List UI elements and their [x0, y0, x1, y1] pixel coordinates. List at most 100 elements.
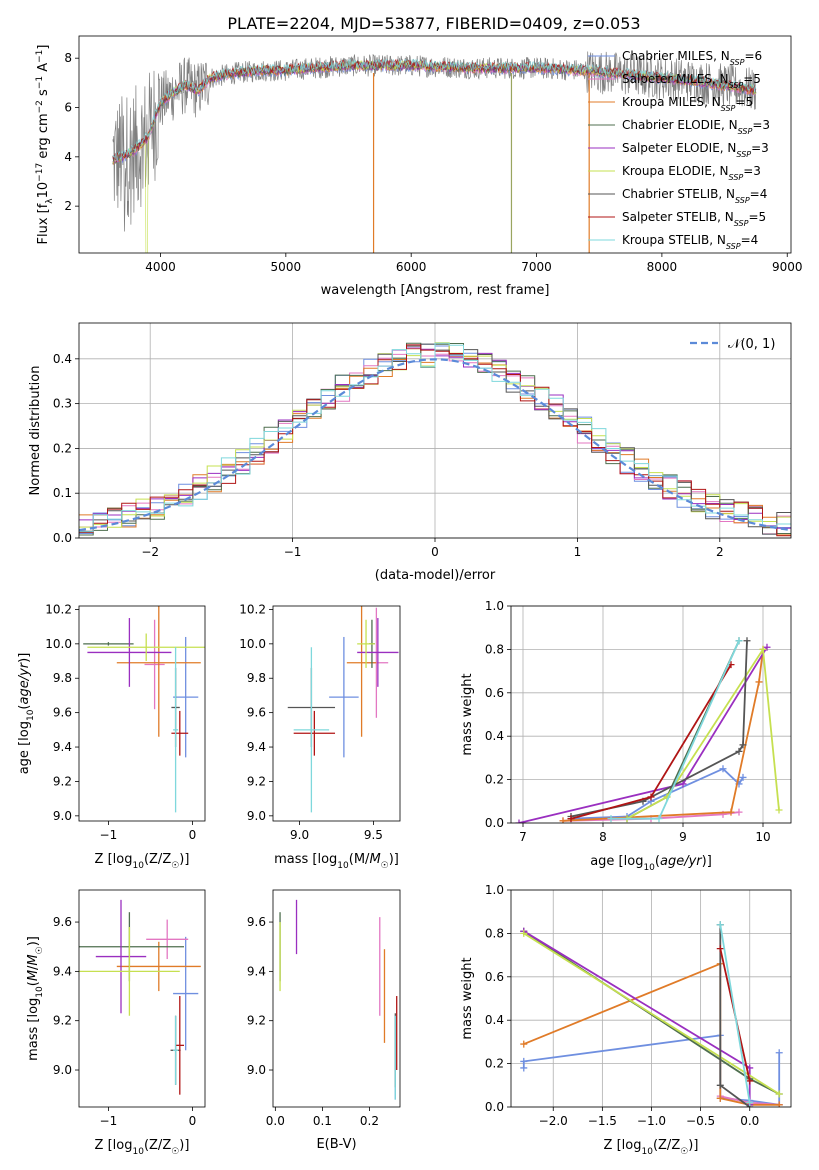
legend-entry: Salpeter STELIB, NSSP=5 — [622, 210, 766, 228]
legend-sub: SSP — [730, 58, 745, 67]
label-part: 10 — [641, 1147, 653, 1157]
label-part: 10 — [643, 863, 655, 873]
x-tick-label: −1.5 — [588, 1114, 617, 1128]
y-tick-label: 0.0 — [485, 816, 504, 830]
label-part: ] — [36, 45, 51, 50]
x-axis-label: age [log10(age/yr)] — [590, 854, 712, 873]
label-part: )] — [179, 1138, 189, 1153]
y-tick-label: 9.0 — [247, 1063, 266, 1077]
y-tick-label: 0.3 — [53, 397, 72, 411]
y-tick-label: 0.6 — [485, 686, 504, 700]
plot-area — [287, 606, 399, 813]
label-part: / — [667, 1138, 672, 1153]
legend-name: Chabrier ELODIE — [622, 118, 721, 132]
x-tick-label: 1 — [574, 545, 582, 559]
x-axis-label: (data-model)/error — [375, 568, 496, 583]
legend-nssp: 5 — [759, 210, 767, 224]
panel-age-vs-Z: −1 09.09.29.49.69.810.010.2Z [log10(Z/Z☉)… — [17, 602, 206, 871]
figure-title: PLATE=2204, MJD=53877, FIBERID=0409, z=0… — [227, 14, 640, 33]
label-part: ( — [144, 1138, 149, 1153]
y-tick-label: 9.2 — [53, 774, 72, 788]
y-tick-label: 9.2 — [247, 1014, 266, 1028]
label-part: Z — [658, 1138, 667, 1153]
legend-entry: Chabrier MILES, NSSP=6 — [622, 49, 762, 67]
model-line — [112, 58, 757, 161]
weight-marker — [520, 929, 528, 937]
label-part: mass [log — [26, 998, 41, 1061]
label-part: age/yr — [660, 854, 703, 869]
weight-marker — [716, 921, 724, 929]
label-part: 10 — [26, 709, 36, 721]
y-tick-label: 10.0 — [239, 637, 266, 651]
x-tick-label: −1.0 — [637, 1114, 666, 1128]
label-part: / — [26, 965, 41, 970]
panel-mass-vs-Z: −1 09.09.29.49.6Z [log10(Z/Z☉)]mass [log1… — [26, 889, 206, 1157]
y-axis-label: mass weight — [460, 673, 475, 755]
label-part: 10 — [337, 861, 349, 871]
legend-sep: , N — [712, 72, 729, 86]
y-tick-label: 9.0 — [53, 809, 72, 823]
legend-sub: SSP — [726, 242, 741, 251]
weight-marker — [716, 945, 724, 953]
weight-marker — [739, 773, 747, 781]
weight-marker — [520, 1064, 528, 1072]
x-tick-label: −1 — [100, 828, 118, 842]
label-part: −2 — [35, 100, 45, 113]
plot-area — [515, 637, 783, 823]
panel-age-vs-mass: 9.0 9.5 9.0 9.2 9.4 9.6 9.8 10.0 10.2 mass [log10… — [239, 602, 401, 871]
legend-eq: = — [743, 164, 753, 178]
legend-sub: SSP — [729, 173, 744, 182]
x-tick-label: 10 — [755, 830, 770, 844]
label-part: age [log — [590, 854, 643, 869]
x-tick-label: 0.0 — [266, 1114, 285, 1128]
weight-marker — [520, 1040, 528, 1048]
label-part: )] — [389, 852, 399, 867]
label-part: erg cm — [36, 113, 51, 162]
x-tick-label: 9.0 — [290, 828, 309, 842]
weight-line — [518, 646, 768, 823]
y-axis-label: age [log10(age/yr)] — [17, 653, 36, 775]
label-part: / — [158, 852, 163, 867]
y-tick-label: 9.6 — [53, 706, 72, 720]
label-part: ☉ — [381, 861, 389, 871]
weight-marker — [515, 819, 523, 823]
weight-marker — [607, 815, 615, 823]
legend-nssp: 3 — [761, 141, 769, 155]
x-tick-label: 4000 — [145, 260, 176, 274]
y-tick-label: 1.0 — [485, 599, 504, 613]
x-tick-label: 7000 — [521, 260, 552, 274]
y-tick-label: 1.0 — [485, 883, 504, 897]
x-tick-label: −2.0 — [539, 1114, 568, 1128]
y-tick-label: 6 — [64, 101, 72, 115]
label-part: / — [158, 1138, 163, 1153]
label-part: Z — [162, 1138, 171, 1153]
label-part: M — [369, 852, 380, 867]
x-tick-label: 9 — [679, 830, 687, 844]
x-tick-label: 0.0 — [740, 1114, 759, 1128]
label-part: ( — [655, 854, 660, 869]
axes-frame — [272, 605, 401, 822]
legend-name: Chabrier STELIB — [622, 187, 718, 201]
axes-frame — [272, 889, 401, 1108]
y-tick-label: 0.4 — [53, 352, 72, 366]
y-tick-label: 9.0 — [247, 809, 266, 823]
legend-sep: , N — [720, 141, 737, 155]
y-tick-label: 0.2 — [485, 773, 504, 787]
label-part: ( — [17, 705, 32, 710]
x-tick-label: 0 — [189, 828, 197, 842]
legend-nssp: 4 — [751, 233, 759, 247]
label-part: )] — [179, 852, 189, 867]
label-part: ( — [349, 852, 354, 867]
label-part: mass [log — [274, 852, 337, 867]
legend-entry: Salpeter MILES, NSSP=5 — [622, 72, 761, 90]
label-part: )] — [17, 653, 32, 663]
legend-nssp: 3 — [762, 118, 770, 132]
label-part: ☉ — [171, 1147, 179, 1157]
y-tick-label: 8 — [64, 51, 72, 65]
label-part: Flux [f — [36, 203, 51, 244]
label-part: −1 — [35, 76, 45, 89]
legend-entry: Kroupa ELODIE, NSSP=3 — [622, 164, 761, 182]
legend-entry: Chabrier STELIB, NSSP=4 — [622, 187, 767, 205]
